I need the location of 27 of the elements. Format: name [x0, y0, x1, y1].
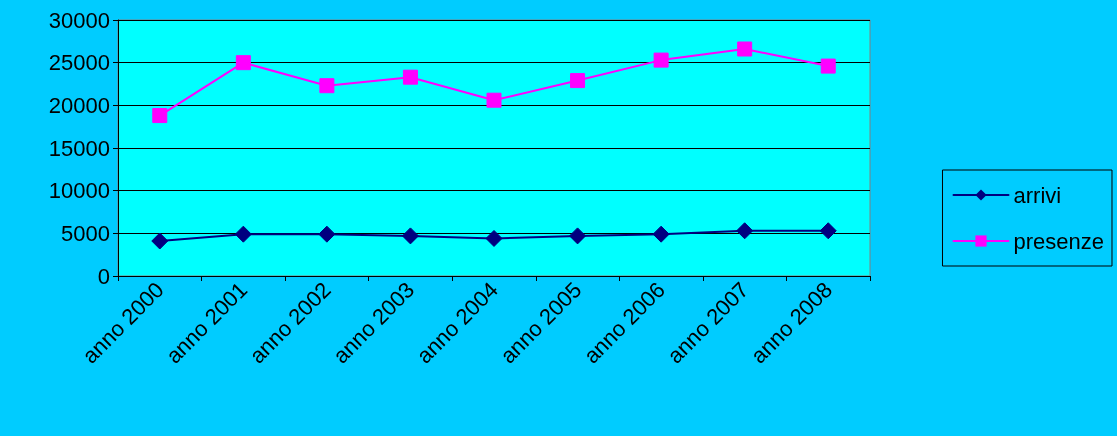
point	[486, 92, 502, 108]
point	[152, 108, 168, 124]
y-tick-label: 5000	[61, 220, 110, 246]
point	[736, 222, 754, 240]
point	[737, 41, 753, 57]
point	[402, 69, 418, 85]
point	[234, 225, 252, 243]
point	[485, 229, 503, 247]
y-tick-label: 10000	[48, 178, 110, 204]
y-tick-label: 15000	[48, 135, 110, 161]
legend-label: arrivi	[1013, 182, 1062, 208]
point	[819, 222, 837, 240]
point	[319, 78, 335, 94]
point	[235, 55, 251, 71]
point	[653, 52, 669, 68]
legend-label: presenze	[1013, 228, 1105, 254]
point	[652, 225, 670, 243]
y-tick-label: 0	[97, 263, 110, 289]
y-tick-label: 30000	[48, 7, 110, 33]
point	[820, 58, 836, 74]
y-tick-label: 20000	[48, 92, 110, 118]
point	[401, 227, 419, 245]
point	[151, 232, 169, 250]
point	[570, 73, 586, 89]
y-tick-label: 25000	[48, 50, 110, 76]
point	[318, 225, 336, 243]
point	[569, 227, 587, 245]
